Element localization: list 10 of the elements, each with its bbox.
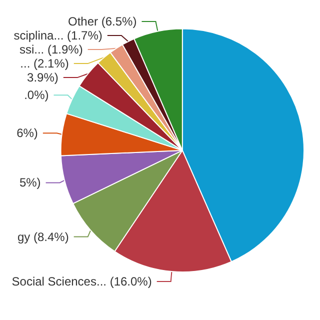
slice-label: ... (2.1%) [20, 56, 69, 71]
slice-label: ssi... (1.9%) [19, 42, 83, 57]
slice-label: 5%) [19, 176, 41, 190]
slice-label: gy (8.4%) [17, 230, 69, 244]
slice-label: .0%) [24, 88, 49, 102]
slice-label: sciplina... (1.7%) [14, 28, 102, 43]
slice-label: 3.9%) [27, 70, 58, 85]
slice-label: Other (6.5%) [68, 14, 137, 29]
slice-label: Social Sciences... (16.0%) [12, 274, 152, 288]
slice-label: 6%) [16, 126, 38, 140]
